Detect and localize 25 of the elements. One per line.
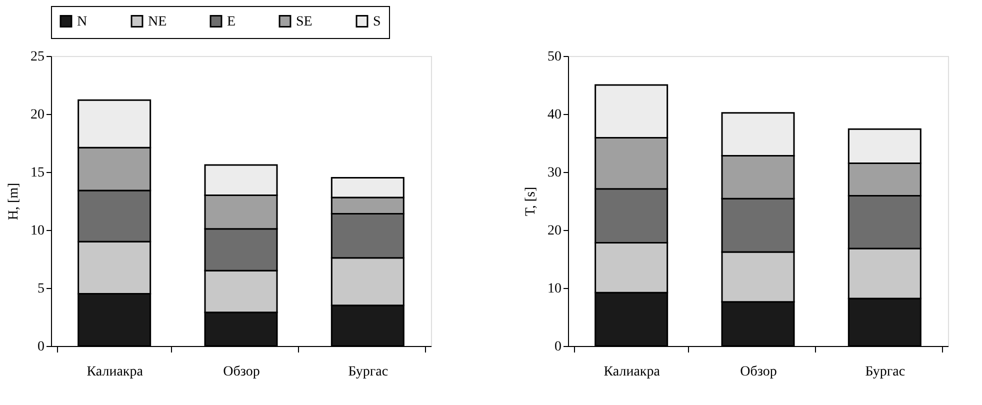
x-tick-label: Бургас <box>865 364 906 380</box>
y-tick-label: 40 <box>548 108 562 122</box>
y-tick-label: 10 <box>548 282 562 296</box>
y-axis-title: H, [m] <box>6 182 22 220</box>
x-tick-label: Бургас <box>348 364 388 380</box>
legend-label: NE <box>148 14 167 30</box>
y-tick-label: 20 <box>548 224 562 238</box>
y-tick-label: 30 <box>548 166 562 180</box>
y-tick-label: 20 <box>30 108 44 122</box>
legend-label: N <box>77 14 88 30</box>
x-tick-label: Калиакра <box>604 364 661 380</box>
x-tick-label: Калиакра <box>86 364 144 380</box>
legend-label: E <box>227 14 236 30</box>
y-tick-label: 25 <box>30 50 44 64</box>
y-tick-label: 50 <box>548 50 562 64</box>
y-tick-label: 10 <box>30 224 44 238</box>
legend-label: S <box>373 14 381 30</box>
y-tick-label: 5 <box>38 282 44 296</box>
y-tick-label: 0 <box>554 340 562 354</box>
x-tick-label: Обзор <box>740 364 777 380</box>
legend-label: SE <box>296 14 312 30</box>
y-tick-label: 15 <box>30 166 44 180</box>
y-tick-label: 0 <box>38 340 44 354</box>
y-axis-title: T, [s] <box>524 186 538 216</box>
x-tick-label: Обзор <box>223 364 260 380</box>
